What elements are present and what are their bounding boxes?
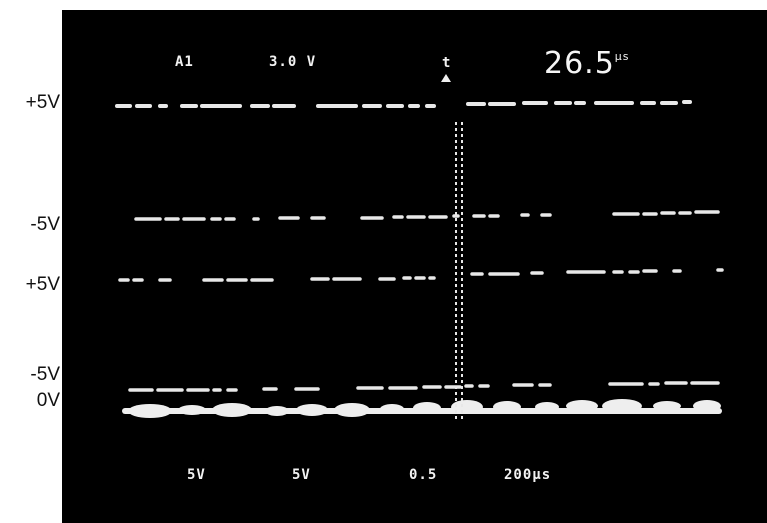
trace-ch2-high: [118, 268, 724, 282]
channel-label: A1: [175, 54, 194, 70]
label-ground: 0V: [36, 390, 60, 411]
label-ch2-high: +5V: [25, 274, 60, 295]
time-unit: μs: [614, 50, 630, 63]
time-cursor-line: [455, 122, 463, 420]
cursor-marker-icon: [441, 74, 451, 82]
cursor-label: t: [442, 55, 452, 71]
time-readout: 26.5μs: [544, 46, 630, 81]
ch1-scale: 5V: [187, 467, 206, 483]
ch3-scale: 0.5: [409, 467, 438, 483]
label-ch1-high: +5V: [25, 92, 60, 113]
timebase-readout: 200μs: [504, 467, 552, 483]
label-ch1-low: -5V: [30, 214, 60, 235]
label-ch2-low: -5V: [30, 364, 60, 385]
trace-ch2-low: [128, 381, 720, 392]
time-value: 26.5: [544, 46, 615, 81]
trace-ch1-low: [134, 210, 720, 221]
ch2-scale: 5V: [292, 467, 311, 483]
trace-ch1-high: [115, 100, 692, 108]
trace-ground: [122, 399, 722, 418]
trace-area: [115, 100, 724, 420]
voltage-label-column: +5V -5V +5V -5V 0V: [0, 0, 62, 523]
oscilloscope-screen: A1 3.0 V t 26.5μs: [62, 10, 767, 523]
volts-per-div-readout: 3.0 V: [269, 54, 317, 70]
